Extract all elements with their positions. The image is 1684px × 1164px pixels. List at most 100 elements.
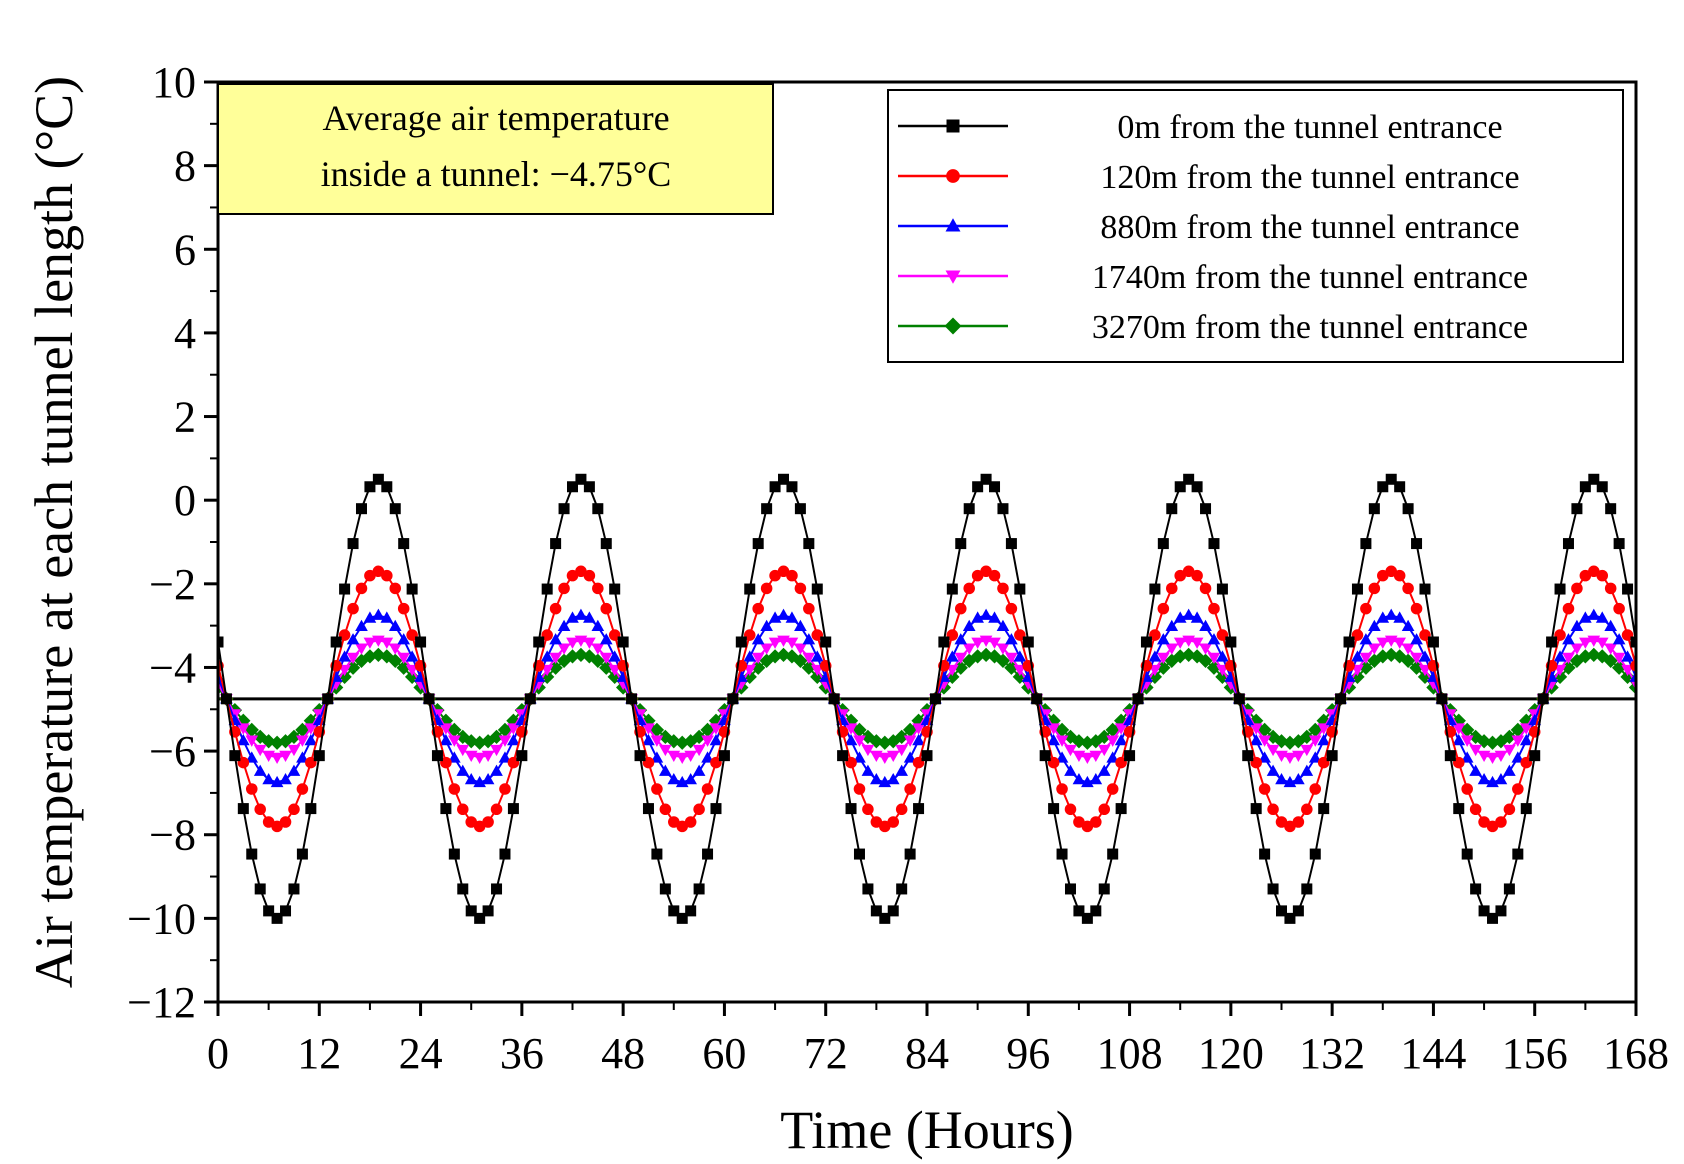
- data-point: [1013, 650, 1027, 662]
- data-point: [338, 650, 351, 662]
- data-point: [229, 750, 241, 762]
- data-point: [1452, 756, 1465, 769]
- data-point: [372, 473, 384, 485]
- data-point: [651, 848, 663, 860]
- data-point: [346, 652, 360, 665]
- data-point: [794, 503, 806, 515]
- data-point: [1071, 734, 1087, 749]
- data-point: [296, 735, 309, 747]
- data-point: [1452, 723, 1466, 735]
- data-point: [675, 775, 689, 788]
- data-point: [1570, 643, 1584, 655]
- data-point: [245, 783, 258, 795]
- data-point: [954, 633, 968, 645]
- data-point: [1039, 750, 1051, 762]
- data-point: [946, 583, 958, 595]
- data-point: [1005, 538, 1017, 550]
- data-point: [912, 756, 925, 769]
- data-point: [287, 764, 301, 776]
- data-point: [499, 783, 511, 795]
- data-point: [1258, 783, 1271, 795]
- data-point: [1166, 503, 1178, 515]
- data-point: [507, 803, 519, 815]
- data-point: [995, 653, 1011, 668]
- data-point: [701, 783, 714, 795]
- data-point: [1199, 643, 1212, 655]
- data-point: [1308, 735, 1322, 747]
- data-point: [346, 633, 360, 645]
- data-point: [270, 775, 284, 788]
- data-point: [786, 569, 798, 582]
- legend-marker: [945, 218, 961, 232]
- data-point: [405, 650, 419, 662]
- data-point: [355, 619, 368, 632]
- data-point: [279, 816, 292, 828]
- data-point: [338, 629, 351, 641]
- data-point: [685, 905, 697, 917]
- data-point: [1520, 803, 1532, 815]
- data-point: [1157, 538, 1169, 550]
- data-point: [236, 723, 250, 735]
- data-point: [1081, 775, 1094, 788]
- data-point: [457, 883, 469, 895]
- data-point: [878, 775, 892, 788]
- data-point: [1199, 582, 1212, 595]
- y-tick-label: 0: [174, 476, 196, 525]
- legend-label: 880m from the tunnel entrance: [1100, 209, 1519, 246]
- x-tick-label: 12: [297, 1029, 341, 1078]
- legend-label: 1740m from the tunnel entrance: [1092, 259, 1528, 296]
- legend-marker: [946, 169, 960, 183]
- data-point: [558, 582, 570, 595]
- data-point: [820, 636, 832, 648]
- data-point: [693, 883, 705, 895]
- data-point: [1190, 611, 1204, 623]
- data-point: [474, 912, 486, 924]
- data-point: [1418, 650, 1432, 662]
- data-point: [567, 481, 578, 493]
- data-point: [1215, 669, 1230, 685]
- data-point: [1470, 883, 1482, 895]
- data-point: [1603, 653, 1618, 668]
- data-point: [1512, 848, 1524, 860]
- data-point: [490, 764, 503, 776]
- data-point: [1359, 652, 1373, 665]
- data-point: [1494, 773, 1508, 785]
- data-point: [903, 751, 917, 763]
- data-point: [1519, 734, 1533, 746]
- data-point: [971, 611, 984, 623]
- data-point: [1055, 751, 1069, 763]
- data-point: [828, 693, 840, 705]
- y-tick-label: 8: [174, 142, 196, 191]
- data-point: [1621, 650, 1634, 662]
- data-point: [811, 629, 824, 641]
- data-point: [1554, 583, 1566, 595]
- data-point: [979, 608, 993, 620]
- data-point: [464, 773, 478, 785]
- data-point: [1249, 734, 1263, 746]
- data-point: [1173, 637, 1187, 649]
- data-point: [363, 637, 377, 649]
- data-point: [1173, 611, 1187, 623]
- data-point: [844, 734, 858, 746]
- annotation-text: inside a tunnel: −4.75°C: [321, 154, 672, 194]
- x-tick-label: 0: [207, 1029, 229, 1078]
- data-point: [1207, 652, 1221, 665]
- data-point: [1291, 734, 1306, 749]
- legend-item-0: 0m from the tunnel entrance: [898, 109, 1503, 146]
- data-point: [744, 583, 756, 595]
- data-point: [702, 848, 714, 860]
- data-point: [659, 883, 671, 895]
- data-point: [1064, 883, 1076, 895]
- data-point: [1055, 735, 1069, 747]
- data-point: [1520, 756, 1533, 769]
- data-point: [810, 650, 824, 662]
- data-point: [1503, 883, 1515, 895]
- data-point: [1359, 633, 1373, 645]
- data-point: [1115, 803, 1127, 815]
- data-point: [1410, 602, 1423, 615]
- data-point: [1410, 633, 1423, 645]
- data-point: [1460, 735, 1474, 747]
- data-point: [1411, 538, 1423, 550]
- data-point: [1588, 473, 1600, 485]
- y-tick-label: −2: [149, 560, 196, 609]
